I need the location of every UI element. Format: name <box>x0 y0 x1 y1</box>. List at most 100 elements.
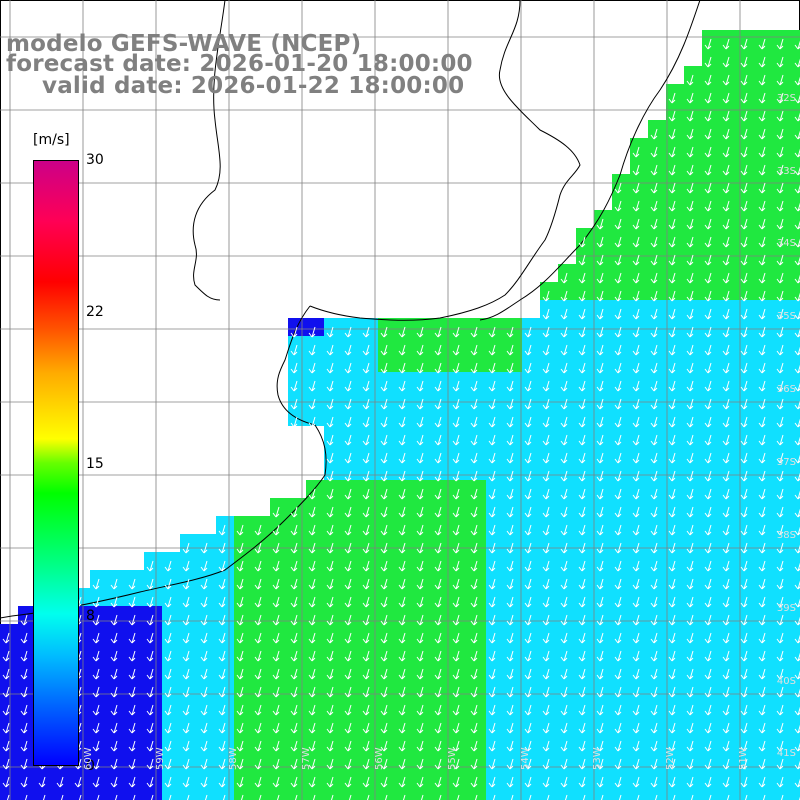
wind-arrow <box>740 128 748 140</box>
wind-arrow <box>650 272 658 284</box>
wind-arrow <box>470 668 478 680</box>
wind-arrow <box>758 776 766 788</box>
wind-arrow <box>596 506 604 518</box>
wind-arrow <box>596 632 604 644</box>
wind-arrow <box>492 794 496 800</box>
wind-arrow <box>164 560 172 572</box>
wind-arrow <box>290 578 298 590</box>
wind-cell <box>792 642 800 660</box>
wind-arrow <box>254 704 262 716</box>
wind-arrow <box>668 524 676 536</box>
wind-arrow <box>488 362 496 374</box>
wind-arrow <box>668 92 676 104</box>
wind-arrow <box>416 560 424 572</box>
wind-arrow <box>596 416 604 428</box>
wind-arrow <box>452 452 460 464</box>
wind-arrow <box>236 704 244 716</box>
wind-arrow <box>506 650 514 662</box>
wind-arrow <box>272 506 280 518</box>
wind-arrow <box>254 758 262 770</box>
wind-arrow <box>650 632 658 644</box>
wind-arrow <box>488 722 496 734</box>
wind-arrow <box>200 704 208 716</box>
wind-arrow <box>470 398 478 410</box>
wind-arrow <box>380 380 388 392</box>
wind-arrow <box>542 398 550 410</box>
wind-arrow <box>488 416 496 428</box>
wind-cell <box>792 210 800 228</box>
wind-arrow <box>380 326 388 338</box>
wind-arrow <box>524 614 532 626</box>
wind-arrow <box>128 722 136 734</box>
wind-arrow <box>290 344 298 356</box>
wind-arrow <box>398 686 406 698</box>
wind-arrow <box>200 740 208 752</box>
wind-arrow <box>452 722 460 734</box>
wind-arrow <box>722 398 730 410</box>
wind-cell <box>774 786 792 800</box>
wind-arrow <box>92 650 100 662</box>
wind-arrow <box>326 668 334 680</box>
wind-arrow <box>704 218 712 230</box>
wind-arrow <box>740 200 748 212</box>
wind-arrow <box>330 794 334 800</box>
wind-cell <box>72 786 90 800</box>
wind-arrow <box>434 362 442 374</box>
wind-arrow <box>420 794 424 800</box>
wind-arrow <box>632 686 640 698</box>
wind-arrow <box>254 596 262 608</box>
wind-arrow <box>434 488 442 500</box>
wind-arrow <box>326 776 334 788</box>
wind-arrow <box>596 758 604 770</box>
wind-arrow <box>290 560 298 572</box>
wind-arrow <box>290 686 298 698</box>
wind-arrow <box>668 740 676 752</box>
wind-arrow <box>164 632 172 644</box>
wind-arrow <box>92 614 100 626</box>
wind-arrow <box>740 776 748 788</box>
wind-arrow <box>632 272 640 284</box>
wind-arrow <box>326 362 334 374</box>
wind-arrow <box>398 704 406 716</box>
wind-arrow <box>596 326 604 338</box>
wind-arrow <box>614 686 622 698</box>
wind-arrow <box>380 758 388 770</box>
wind-arrow <box>722 704 730 716</box>
wind-arrow <box>740 110 748 122</box>
wind-cell <box>738 786 756 800</box>
wind-arrow <box>470 722 478 734</box>
wind-arrow <box>326 632 334 644</box>
wind-arrow <box>578 740 586 752</box>
wind-arrow <box>542 542 550 554</box>
wind-arrow <box>362 668 370 680</box>
wind-arrow <box>92 740 100 752</box>
wind-arrow <box>290 632 298 644</box>
wind-arrow <box>582 794 586 800</box>
wind-arrow <box>344 344 352 356</box>
wind-arrow <box>398 452 406 464</box>
wind-arrow <box>92 632 100 644</box>
wind-arrow <box>758 182 766 194</box>
wind-arrow <box>452 488 460 500</box>
wind-arrow <box>2 668 10 680</box>
wind-arrow <box>722 668 730 680</box>
wind-arrow <box>362 686 370 698</box>
wind-arrow <box>614 524 622 536</box>
wind-arrow <box>596 578 604 590</box>
wind-arrow <box>362 470 370 482</box>
wind-arrow <box>326 380 334 392</box>
wind-arrow <box>740 560 748 572</box>
wind-arrow <box>686 182 694 194</box>
wind-arrow <box>398 740 406 752</box>
wind-arrow <box>236 686 244 698</box>
wind-arrow <box>686 326 694 338</box>
wind-arrow <box>398 560 406 572</box>
wind-arrow <box>776 38 784 50</box>
wind-arrow <box>236 722 244 734</box>
wind-arrow <box>308 650 316 662</box>
wind-arrow <box>650 776 658 788</box>
wind-arrow <box>110 668 118 680</box>
wind-arrow <box>596 362 604 374</box>
wind-arrow <box>722 254 730 266</box>
wind-arrow <box>434 704 442 716</box>
